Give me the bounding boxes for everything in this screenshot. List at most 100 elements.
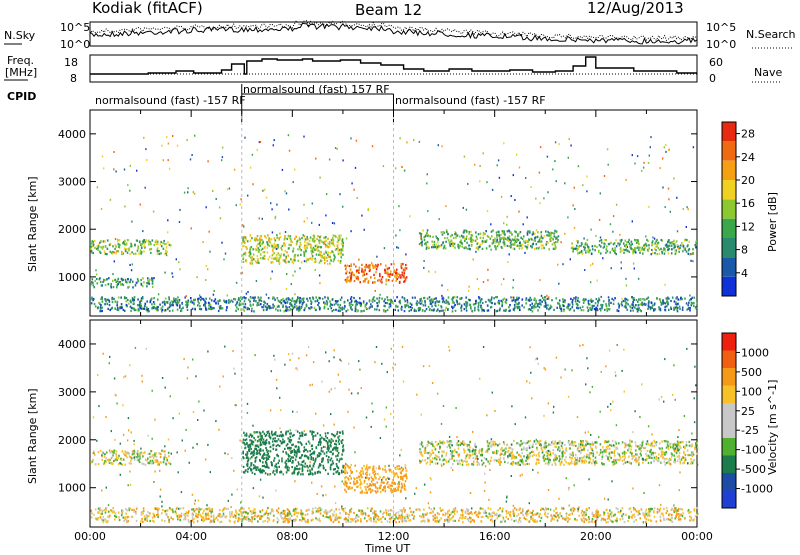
scatter-cell (298, 471, 300, 473)
scatter-cell (190, 297, 192, 299)
scatter-cell (350, 263, 352, 265)
scatter-cell (334, 245, 336, 247)
scatter-cell (638, 278, 639, 280)
scatter-cell (318, 442, 320, 444)
scatter-cell (294, 467, 296, 469)
scatter-cell (663, 247, 665, 249)
scatter-cell (390, 299, 392, 301)
scatter-cell (131, 251, 133, 253)
scatter-cell (383, 165, 384, 167)
scatter-cell (539, 239, 541, 241)
scatter-cell (250, 252, 252, 254)
scatter-cell (490, 460, 492, 462)
scatter-cell (346, 310, 348, 312)
scatter-cell (490, 223, 491, 225)
scatter-cell (277, 306, 279, 308)
scatter-cell (634, 455, 636, 457)
scatter-cell (284, 244, 286, 246)
scatter-cell (689, 295, 690, 297)
scatter-cell (466, 209, 467, 211)
scatter-cell (350, 137, 351, 139)
scatter-cell (251, 310, 253, 312)
scatter-cell (127, 451, 129, 453)
scatter-cell (675, 301, 677, 303)
scatter-cell (511, 296, 512, 298)
scatter-cell (262, 218, 263, 220)
scatter-cell (305, 245, 307, 247)
scatter-cell (166, 136, 167, 138)
scatter-cell (533, 454, 535, 456)
scatter-cell (296, 465, 298, 467)
scatter-cell (366, 273, 368, 275)
scatter-cell (686, 206, 687, 208)
scatter-cell (386, 483, 388, 485)
scatter-cell (207, 268, 208, 270)
scatter-cell (268, 456, 270, 458)
scatter-cell (483, 281, 484, 283)
scatter-cell (625, 452, 627, 454)
scatter-cell (387, 267, 389, 269)
scatter-cell (253, 437, 255, 439)
scatter-cell (441, 231, 443, 233)
scatter-cell (354, 465, 356, 467)
scatter-cell (298, 310, 300, 312)
scatter-cell (581, 250, 583, 252)
scatter-cell (398, 483, 400, 485)
scatter-cell (112, 253, 114, 255)
scatter-cell (304, 307, 306, 309)
scatter-cell (428, 246, 430, 248)
scatter-cell (666, 305, 668, 307)
scatter-cell (582, 444, 584, 446)
scatter-cell (141, 247, 143, 249)
scatter-cell (479, 449, 481, 451)
scatter-cell (542, 297, 544, 299)
scatter-cell (217, 300, 219, 302)
scatter-cell (272, 231, 273, 233)
scatter-cell (377, 490, 379, 492)
scatter-cell (218, 310, 220, 312)
scatter-cell (355, 310, 357, 312)
scatter-cell (451, 457, 453, 459)
scatter-cell (299, 432, 301, 434)
scatter-cell (452, 310, 454, 312)
scatter-cell (327, 443, 329, 445)
scatter-cell (622, 441, 624, 443)
scatter-cell (251, 257, 253, 259)
scatter-cell (631, 296, 633, 298)
scatter-cell (676, 452, 678, 454)
scatter-cell (320, 471, 322, 473)
scatter-cell (367, 486, 369, 488)
scatter-cell (134, 296, 136, 298)
scatter-cell (530, 304, 532, 306)
scatter-cell (278, 300, 280, 302)
scatter-cell (316, 248, 318, 250)
scatter-cell (402, 263, 404, 265)
scatter-cell (397, 486, 399, 488)
scatter-cell (554, 230, 556, 232)
scatter-cell (270, 278, 271, 280)
scatter-cell (148, 308, 150, 310)
scatter-cell (198, 302, 200, 304)
scatter-cell (692, 445, 694, 447)
scatter-cell (272, 261, 274, 263)
scatter-cell (97, 245, 99, 247)
scatter-cell (313, 236, 315, 238)
scatter-cell (384, 298, 386, 300)
scatter-cell (446, 452, 448, 454)
scatter-cell (350, 469, 352, 471)
scatter-cell (446, 454, 448, 456)
scatter-cell (123, 459, 125, 461)
scatter-cell (375, 473, 377, 475)
scatter-cell (252, 297, 254, 299)
scatter-cell (344, 472, 346, 474)
scatter-cell (264, 251, 266, 253)
scatter-cell (587, 310, 589, 312)
scatter-cell (681, 298, 683, 300)
scatter-cell (546, 295, 547, 297)
scatter-cell (625, 305, 627, 307)
scatter-cell (244, 443, 246, 445)
scatter-cell (306, 443, 308, 445)
scatter-cell (466, 235, 468, 237)
scatter-cell (337, 148, 338, 150)
scatter-cell (269, 245, 271, 247)
